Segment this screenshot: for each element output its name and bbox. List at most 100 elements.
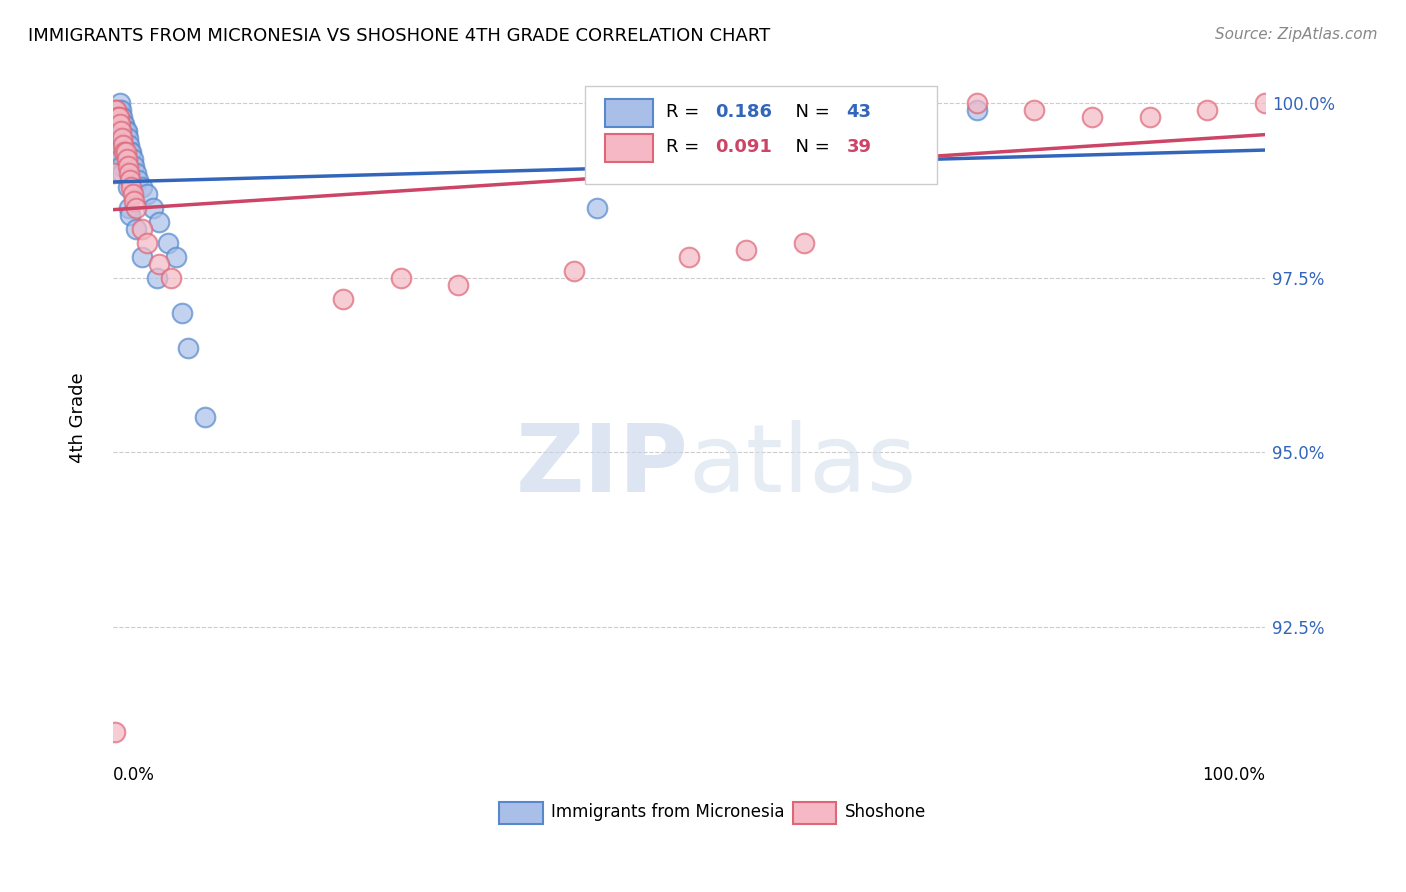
Point [131,250,153,264]
Text: N =: N = [785,103,837,120]
Point [120,180,142,194]
Point [585,201,607,215]
Point [117,131,139,145]
Text: R =: R = [666,137,704,156]
Point [111,111,134,125]
Point [111,131,134,145]
Point [389,271,412,285]
Point [177,341,200,355]
Point [148,257,170,271]
Point [793,235,815,250]
Point [110,159,132,173]
Text: 0.186: 0.186 [716,103,772,120]
Point [110,124,132,138]
Point [127,173,149,187]
Point [194,410,217,425]
Point [131,222,153,236]
Point [103,166,125,180]
Point [851,103,873,118]
Text: 43: 43 [846,103,872,120]
FancyBboxPatch shape [605,99,654,128]
Point [114,117,136,131]
Text: Source: ZipAtlas.com: Source: ZipAtlas.com [1215,27,1378,42]
Point [125,166,148,180]
FancyBboxPatch shape [605,134,654,162]
Text: atlas: atlas [689,420,917,512]
Text: IMMIGRANTS FROM MICRONESIA VS SHOSHONE 4TH GRADE CORRELATION CHART: IMMIGRANTS FROM MICRONESIA VS SHOSHONE 4… [28,27,770,45]
Point [148,215,170,229]
Point [111,166,134,180]
Point [107,111,129,125]
Point [107,103,129,118]
Point [1197,103,1219,118]
Point [562,264,585,278]
Text: ZIP: ZIP [516,420,689,512]
Point [117,159,139,173]
Point [136,187,159,202]
Point [115,124,138,138]
Point [332,292,354,306]
Point [1081,111,1104,125]
Text: Shoshone: Shoshone [845,803,925,821]
Point [122,159,145,173]
Point [966,96,988,111]
FancyBboxPatch shape [585,86,936,184]
Text: Immigrants from Micronesia: Immigrants from Micronesia [551,803,785,821]
FancyBboxPatch shape [499,802,543,824]
Point [851,111,873,125]
Point [145,271,167,285]
Point [117,180,139,194]
Point [125,201,148,215]
Point [1024,103,1046,118]
Text: 39: 39 [846,137,872,156]
Point [115,153,138,167]
Point [118,201,141,215]
Point [107,138,129,153]
Point [107,111,129,125]
Point [159,271,181,285]
Point [105,131,128,145]
Point [107,145,129,160]
Point [121,187,143,202]
Point [108,117,131,131]
Point [104,103,127,118]
Point [120,173,142,187]
Point [105,103,128,118]
Point [966,103,988,118]
Point [105,111,128,125]
Text: R =: R = [666,103,704,120]
Point [112,117,135,131]
Point [142,201,165,215]
Point [120,145,142,160]
Point [678,250,700,264]
Point [121,153,143,167]
Text: 100.0%: 100.0% [1202,766,1265,784]
Point [107,111,129,125]
Point [122,194,145,208]
Point [157,235,180,250]
Text: N =: N = [785,137,837,156]
Point [1139,111,1161,125]
Point [114,124,136,138]
Point [120,208,142,222]
Point [118,166,141,180]
Text: 0.091: 0.091 [716,137,772,156]
Text: 4th Grade: 4th Grade [69,372,87,463]
Point [170,306,193,320]
Point [112,138,135,153]
Point [1254,96,1277,111]
Point [114,145,136,160]
Text: 0.0%: 0.0% [112,766,155,784]
Point [104,724,127,739]
Point [104,145,127,160]
Point [120,145,142,160]
FancyBboxPatch shape [793,802,837,824]
Point [125,222,148,236]
Point [735,243,758,257]
Point [136,235,159,250]
Point [131,180,153,194]
Point [114,145,136,160]
Point [108,96,131,111]
Point [108,153,131,167]
Point [908,96,931,111]
